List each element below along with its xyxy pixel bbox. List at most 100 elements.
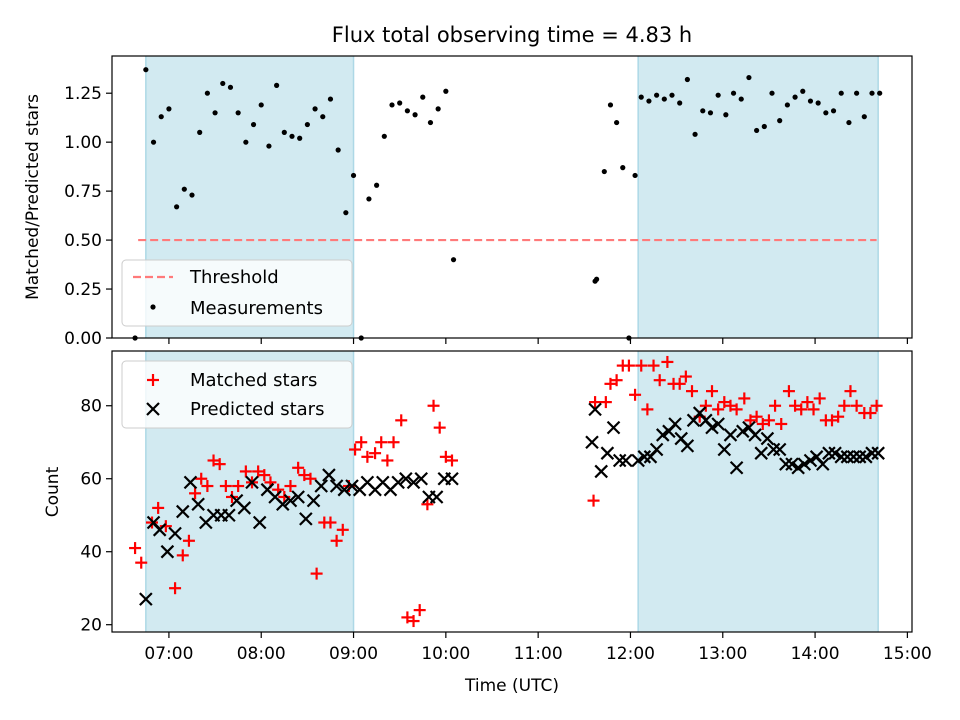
predicted-star-point — [183, 475, 198, 490]
predicted-marker-b — [809, 450, 824, 464]
measurement-point — [800, 88, 806, 94]
measurement-point — [297, 135, 303, 141]
measurement-point — [335, 147, 341, 153]
matched-star-point — [661, 355, 674, 368]
predicted-star-point — [337, 482, 352, 497]
measurement-point — [707, 110, 714, 116]
matched-star-point — [850, 399, 863, 412]
matched-star-point — [775, 417, 788, 430]
predicted-star-point — [649, 442, 664, 457]
predicted-star-point — [840, 450, 855, 464]
predicted-marker-b — [275, 497, 290, 512]
matched-star-point — [258, 469, 271, 482]
predicted-marker-b — [834, 450, 849, 464]
predicted-star-point — [600, 446, 615, 460]
matched-star-point — [401, 611, 414, 624]
measurement-point — [815, 100, 821, 106]
measurement-point — [204, 90, 210, 96]
measurement-point — [304, 121, 310, 128]
matched-star-point — [395, 414, 408, 427]
predicted-star-point — [871, 446, 885, 460]
top-yaxis-ticks: 0.00 0.25 0.50 0.75 1.00 1.25 — [64, 84, 112, 349]
predicted-star-point — [139, 592, 153, 606]
predicted-marker-b — [717, 442, 732, 457]
matched-star-point — [349, 443, 362, 456]
predicted-star-point — [585, 435, 599, 450]
matched-star-point — [730, 403, 743, 416]
measurement-point — [343, 210, 349, 216]
predicted-marker-b — [588, 402, 602, 417]
predicted-star-point — [329, 479, 344, 493]
matched-star-point — [673, 377, 686, 390]
bottom-ytick-label: 40 — [80, 543, 102, 563]
predicted-marker-b — [846, 450, 861, 464]
measurement-point — [443, 88, 449, 94]
predicted-star-point — [252, 515, 267, 530]
matched-star-point — [832, 410, 845, 423]
matched-star-point — [213, 458, 226, 471]
predicted-marker-b — [337, 482, 352, 497]
predicted-star-point — [717, 442, 732, 457]
predicted-star-point — [414, 471, 429, 486]
predicted-marker-b — [375, 475, 390, 490]
matched-star-point — [304, 472, 317, 485]
measurement-point — [777, 118, 783, 124]
measurement-point — [692, 131, 698, 137]
top-xaxis-ticks — [168, 338, 908, 344]
predicted-marker-b — [859, 450, 873, 464]
xtick-label: 15:00 — [883, 644, 932, 664]
measurement-point — [607, 102, 614, 108]
matched-star-point — [724, 399, 737, 412]
predicted-star-point — [680, 439, 695, 453]
predicted-marker-b — [299, 512, 313, 526]
measurement-point — [738, 96, 744, 102]
matched-star-point — [129, 542, 142, 555]
measurement-point — [404, 108, 410, 114]
predicted-marker-b — [237, 501, 252, 515]
matched-star-point — [801, 396, 814, 409]
measurement-point — [632, 172, 638, 179]
measurement-point — [181, 186, 187, 192]
xtick-label: 08:00 — [237, 644, 286, 664]
matched-star-point — [795, 403, 808, 416]
matched-star-point — [762, 414, 775, 427]
measurement-point — [158, 114, 164, 120]
predicted-star-point — [754, 446, 769, 460]
predicted-marker-b — [399, 471, 413, 486]
predicted-marker-b — [822, 446, 836, 460]
predicted-star-point — [859, 450, 873, 464]
predicted-marker-b — [852, 450, 867, 464]
predicted-star-point — [406, 475, 421, 490]
measurement-point — [754, 127, 760, 134]
predicted-marker-b — [779, 457, 793, 471]
predicted-star-point — [723, 428, 738, 442]
measurement-point — [723, 112, 729, 118]
predicted-star-point — [306, 493, 321, 508]
matched-star-point — [336, 523, 349, 536]
matched-star-point — [182, 534, 195, 547]
predicted-star-point — [865, 446, 879, 460]
measurement-point — [807, 98, 814, 104]
predicted-star-point — [275, 497, 290, 512]
matched-star-point — [653, 374, 666, 387]
predicted-marker-b — [772, 442, 787, 457]
chart-title: Flux total observing time = 4.83 h — [332, 23, 692, 47]
matched-star-point — [699, 399, 712, 412]
matched-star-point — [433, 421, 446, 434]
predicted-star-point — [160, 544, 175, 559]
matched-star-point — [641, 403, 654, 416]
top-legend-box — [121, 259, 353, 327]
matched-star-point — [292, 461, 305, 474]
predicted-star-point — [314, 479, 329, 493]
xtick-label: 07:00 — [144, 644, 193, 664]
predicted-star-point — [345, 479, 359, 493]
predicted-marker-b — [175, 504, 190, 519]
measurement-point — [784, 102, 790, 108]
matched-star-point — [622, 359, 635, 372]
measurement-point — [638, 94, 644, 100]
measurement-point — [761, 123, 767, 130]
predicted-star-point — [785, 457, 799, 471]
matched-star-point — [686, 385, 698, 398]
predicted-marker-b — [245, 475, 259, 490]
